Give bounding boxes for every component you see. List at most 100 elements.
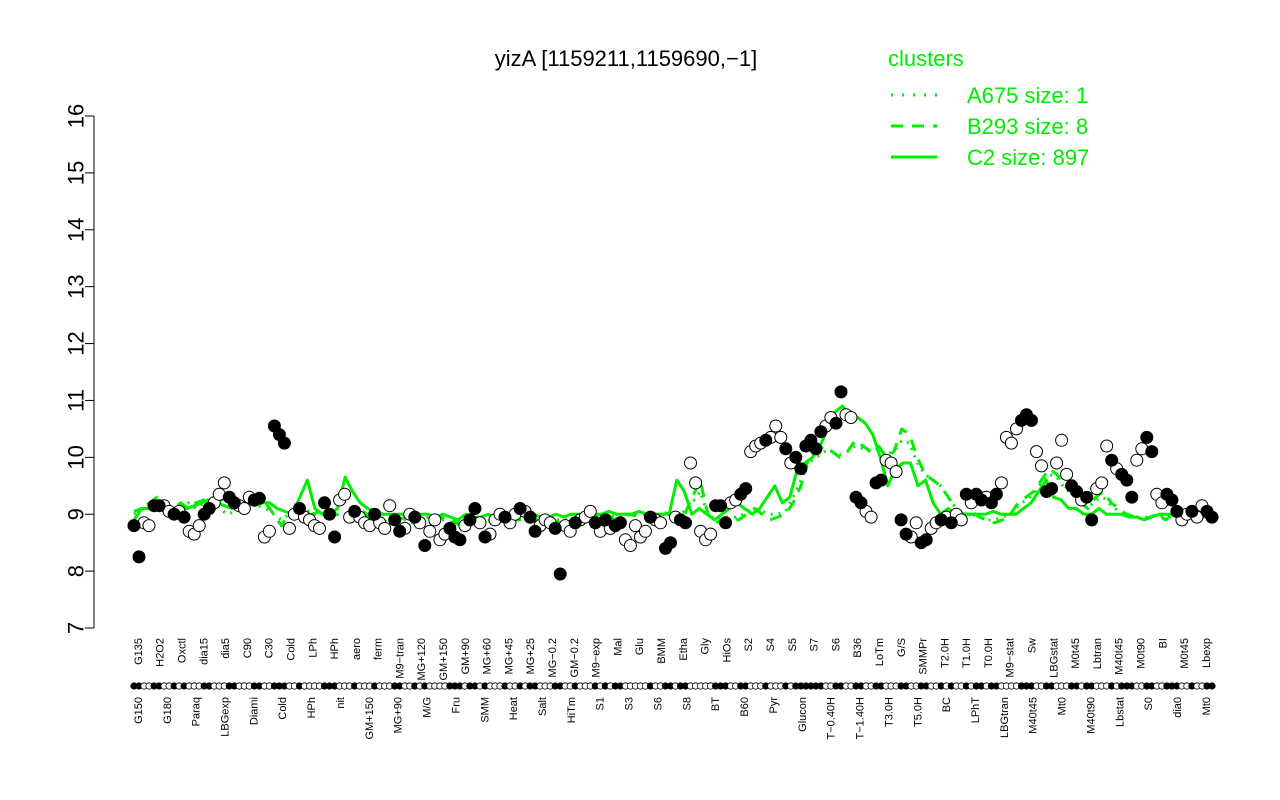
- data-point-filled: [513, 502, 527, 515]
- y-tick-label: 14: [64, 218, 89, 242]
- data-point-filled: [664, 536, 677, 550]
- data-point-open: [1055, 433, 1069, 447]
- data-point-filled: [323, 507, 336, 521]
- data-point-filled: [1140, 430, 1154, 444]
- data-point-filled: [944, 516, 958, 530]
- x-tick-label-top: ferm: [373, 638, 385, 660]
- x-tick-label-bottom: S6: [652, 697, 664, 710]
- data-point-filled: [368, 507, 382, 521]
- data-point-filled: [393, 524, 407, 538]
- x-tick-label-top: M0t45: [1179, 638, 1191, 669]
- data-point-filled: [498, 510, 512, 524]
- x-tick-label-bottom: Mt0: [1057, 697, 1069, 715]
- data-point-open: [192, 519, 206, 533]
- data-point-open: [684, 456, 697, 470]
- x-tick-label-top: HPh: [329, 638, 341, 659]
- data-point-filled: [478, 530, 492, 544]
- x-tick-label-top: LBGstat: [1048, 638, 1060, 678]
- x-tick-label-top: Sw: [1026, 638, 1038, 653]
- y-tick-label: 16: [64, 104, 89, 128]
- x-tick-label-top: M9−stat: [1005, 638, 1017, 677]
- chart-title: yizA [1159211,1159690,−1]: [495, 46, 757, 71]
- x-tick-label-bottom: Diami: [248, 697, 260, 725]
- x-tick-label-top: BMM: [656, 638, 668, 664]
- x-tick-label-top: M9−tran: [394, 638, 406, 679]
- x-tick-label-bottom: LPhT: [970, 697, 982, 724]
- x-tick-label-top: S2: [743, 638, 755, 651]
- x-tick-label-top: MG+25: [525, 638, 537, 674]
- data-point-filled: [1205, 510, 1219, 524]
- data-point-filled: [408, 510, 422, 524]
- data-point-open: [994, 476, 1008, 490]
- data-point-filled: [177, 510, 191, 524]
- x-tick-label-bottom: M40t90: [1085, 697, 1097, 734]
- data-point-filled: [613, 516, 627, 530]
- data-point-filled: [759, 433, 773, 447]
- legend-label-a675: A675 size: 1: [967, 83, 1088, 108]
- data-point-filled: [528, 524, 542, 538]
- data-point-open: [282, 521, 296, 535]
- legend-title: clusters: [888, 46, 964, 71]
- data-point-open: [628, 519, 642, 533]
- x-tick-label-top: G135: [133, 638, 145, 665]
- data-point-filled: [1145, 445, 1159, 459]
- data-point-filled: [277, 436, 291, 450]
- x-tick-label-top: dia15: [198, 638, 210, 665]
- x-axis-markers: [130, 682, 1216, 690]
- x-tick-label-top: MG+60: [482, 638, 494, 674]
- x-tick-label-bottom: S1: [595, 697, 607, 710]
- data-point-filled: [989, 487, 1003, 501]
- data-point-open: [217, 476, 231, 490]
- x-tick-label-top: Etha: [678, 637, 690, 661]
- data-point-filled: [127, 519, 141, 533]
- x-tick-label-top: S7: [809, 638, 821, 651]
- x-tick-label-top: T0.0H: [983, 638, 995, 668]
- data-point-filled: [829, 416, 843, 430]
- x-tick-label-top: M9−exp: [591, 638, 603, 677]
- data-point-filled: [814, 425, 828, 439]
- data-point-filled: [1125, 490, 1139, 504]
- y-tick-label: 15: [64, 161, 89, 185]
- data-point-open: [338, 487, 352, 501]
- data-point-filled: [227, 496, 241, 510]
- x-tick-label-bottom: BC: [941, 697, 953, 712]
- x-tick-label-bottom: S3: [624, 697, 636, 710]
- data-point-filled: [152, 499, 166, 513]
- data-point-open: [1095, 476, 1109, 490]
- x-tick-label-top: BI: [1157, 638, 1169, 648]
- data-point-filled: [739, 482, 753, 496]
- data-point-filled: [919, 533, 933, 547]
- x-tick-label-bottom: Lbstat: [1114, 697, 1126, 727]
- x-tick-label-top: aero: [351, 638, 363, 660]
- x-tick-label-bottom: T5.0H: [912, 697, 924, 727]
- x-tick-label-top: Mal: [612, 638, 624, 656]
- x-tick-label-bottom: MG+90: [393, 697, 405, 733]
- data-point-open: [423, 524, 437, 538]
- x-tick-label-bottom: HPh: [306, 697, 318, 718]
- data-point-open: [1050, 456, 1064, 470]
- x-tick-label-bottom: S0: [1143, 697, 1155, 710]
- x-tick-label-bottom: T−1.40H: [854, 697, 866, 740]
- y-tick-label: 10: [64, 445, 89, 469]
- x-tick-label-bottom: Cold: [277, 697, 289, 720]
- x-tick-label-top: LoTm: [874, 638, 886, 666]
- data-point-filled: [598, 513, 612, 527]
- data-point-filled: [794, 462, 808, 476]
- data-point-open: [142, 519, 156, 533]
- x-tick-label-bottom: Paraq: [191, 697, 203, 726]
- data-point-filled: [1025, 413, 1038, 427]
- x-tick-label-bottom: Pyr: [768, 697, 780, 714]
- data-point-open: [623, 539, 637, 552]
- x-tick-label-top: Oxctl: [176, 638, 188, 663]
- data-point-open: [378, 521, 392, 535]
- data-point-open: [383, 499, 397, 513]
- y-tick-label: 12: [64, 331, 89, 355]
- x-tick-label-top: MG+45: [503, 638, 515, 674]
- data-point-open: [1004, 436, 1018, 450]
- data-point-filled: [1120, 473, 1134, 487]
- x-tick-label-top: C90: [242, 638, 254, 658]
- data-point-filled: [643, 510, 657, 524]
- x-tick-label-bottom: Fru: [450, 697, 462, 714]
- x-tick-label-top: Gly: [700, 638, 712, 655]
